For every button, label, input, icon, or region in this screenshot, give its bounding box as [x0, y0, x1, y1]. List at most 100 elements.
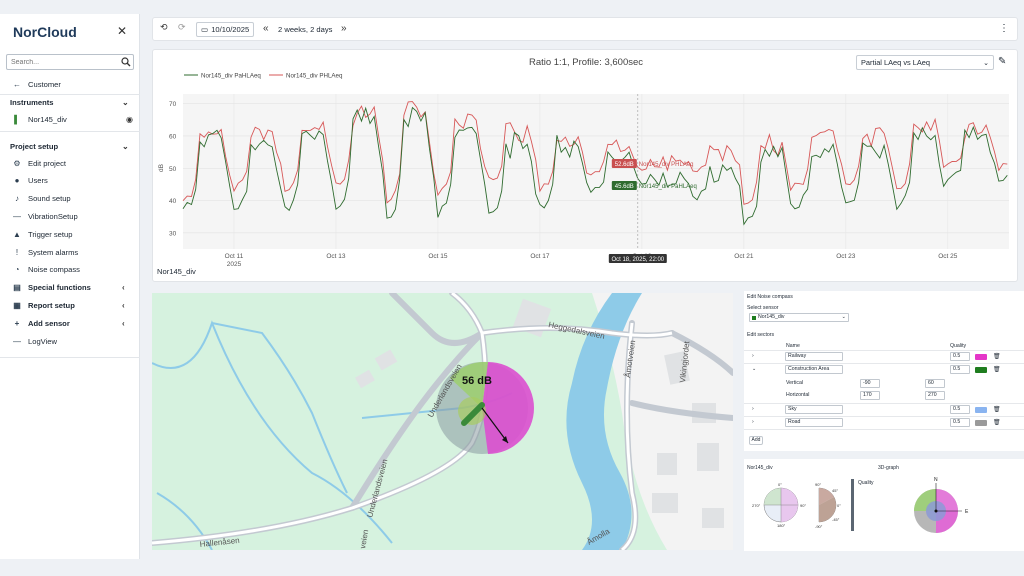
sector-color-swatch[interactable] — [975, 367, 987, 373]
sidebar-item-trigger-setup[interactable]: ▲ Trigger setup — [0, 226, 140, 242]
sector-name-input[interactable]: Road — [785, 418, 843, 427]
sidebar-item-label: System alarms — [28, 247, 79, 257]
sector-color-swatch[interactable] — [975, 354, 987, 360]
sensor-select[interactable]: Nor145_div ⌄ — [749, 313, 849, 322]
chart-mode-select[interactable]: Partial LAeq vs LAeq ⌄ — [856, 55, 994, 70]
sidebar-item-logview[interactable]: — LogView — [0, 333, 140, 349]
trash-icon[interactable]: 🗑 — [993, 420, 1001, 426]
sector-quality-input[interactable]: 0.5 — [950, 418, 970, 427]
section-instruments[interactable]: Instruments ⌄ — [0, 94, 140, 110]
eye-icon[interactable]: ◉ — [126, 114, 133, 124]
street-label: Vikingjordet — [678, 340, 691, 383]
horizontal-from-input[interactable]: 170 — [860, 391, 880, 400]
chevron-right-icon[interactable]: › — [752, 419, 754, 425]
x-tick-label: Oct 23 — [836, 253, 856, 260]
sidebar-item-edit-project[interactable]: ⚙ Edit project — [0, 155, 140, 171]
trash-icon[interactable]: 🗑 — [993, 367, 1001, 373]
compass-tick: -90° — [815, 524, 823, 529]
compass-tick: 0° — [778, 482, 782, 487]
sidebar-item-noise-compass[interactable]: ◔ Noise compass — [0, 262, 140, 278]
x-tick-label: Oct 25 — [938, 253, 958, 260]
sidebar-item-system-alarms[interactable]: ! System alarms — [0, 244, 140, 260]
hover-time: Oct 18, 2025, 22:00 — [611, 257, 664, 263]
series-line-pahlaeq — [182, 106, 1008, 226]
previous-range-icon[interactable]: « — [263, 23, 269, 34]
compass-sector-construction — [450, 361, 488, 408]
sidebar-item-customer[interactable]: ← Customer — [0, 76, 140, 92]
legend-label: Nor145_div PaHLAeq — [201, 73, 261, 80]
compass-preview-svg: 0° 270° 90° 180° 90° 45° 0° -45° -90° N — [752, 477, 969, 533]
chevron-right-icon[interactable]: › — [752, 406, 754, 412]
date-picker[interactable]: ▭ 10/10/2025 — [196, 22, 255, 37]
compass-tick: 270° — [752, 503, 761, 508]
sidebar-item-vibrationsetup[interactable]: — VibrationSetup — [0, 208, 140, 224]
divider — [744, 350, 1024, 351]
search-input[interactable] — [7, 55, 117, 69]
compass-tick: 90° — [815, 482, 821, 487]
brand-title: NorCloud — [13, 24, 77, 40]
sidebar-item-sound-setup[interactable]: ♪ Sound setup — [0, 191, 140, 207]
select-sensor-label: Select sensor — [747, 305, 779, 311]
compass-tick: 90° — [800, 503, 806, 508]
range-label: 2 weeks, 2 days — [278, 25, 333, 34]
sector-quality-input[interactable]: 0.5 — [950, 352, 970, 361]
axis-label-n: N — [934, 477, 938, 483]
undo-icon[interactable]: ⟲ — [160, 22, 168, 32]
legend-label: Nor145_div PHLAeq — [286, 73, 343, 80]
section-project-setup[interactable]: Project setup ⌄ — [0, 138, 140, 154]
more-options-icon[interactable]: ⋮ — [999, 23, 1009, 34]
next-range-icon[interactable]: » — [341, 23, 347, 34]
hover-label-pahl: Nor145_div PaHLAeq — [639, 184, 697, 190]
plus-icon: + — [14, 318, 20, 328]
sector-quality-input[interactable]: 0.5 — [950, 405, 970, 414]
sidebar-item-instrument[interactable]: ▌ Nor145_div ◉ — [0, 111, 140, 127]
noise-compass-editor: Edit Noise compass Select sensor Nor145_… — [744, 291, 1024, 451]
sidebar-item-report-setup[interactable]: ▦ Report setup ‹ — [0, 297, 140, 313]
column-quality: Quality — [950, 343, 967, 349]
sector-color-swatch[interactable] — [975, 420, 987, 426]
sidebar-item-label: Noise compass — [28, 265, 80, 275]
sidebar-item-add-sensor[interactable]: + Add sensor ‹ — [0, 315, 140, 331]
sector-name-input[interactable]: Sky — [785, 405, 843, 414]
redo-icon[interactable]: ⟳ — [178, 22, 186, 32]
sidebar-item-special-functions[interactable]: ▤ Special functions ‹ — [0, 280, 140, 296]
search-box — [6, 54, 134, 70]
compass-tick: 180° — [777, 523, 786, 528]
sector-quality-input[interactable]: 0.5 — [950, 365, 970, 374]
sector-name-input[interactable]: Railway — [785, 352, 843, 361]
trash-icon[interactable]: 🗑 — [993, 407, 1001, 413]
preview-title: Nor145_div — [747, 465, 773, 471]
sidebar-item-users[interactable]: ● Users — [0, 173, 140, 189]
chevron-down-icon[interactable]: ⌄ — [752, 366, 757, 372]
vertical-to-input[interactable]: 60 — [925, 379, 945, 388]
search-icon[interactable] — [121, 57, 131, 67]
chevron-right-icon[interactable]: › — [752, 353, 754, 359]
map-svg: Heggedalsveien Underlandsveien Underland… — [152, 293, 733, 550]
divider — [744, 429, 1024, 430]
add-sector-button[interactable]: Add — [749, 436, 763, 445]
sector-color-swatch[interactable] — [975, 407, 987, 413]
back-arrow-icon: ← — [13, 79, 21, 89]
sensor-marker-icon[interactable] — [461, 402, 485, 426]
close-icon[interactable]: ✕ — [117, 24, 128, 38]
sector-name-input[interactable]: Construction Area — [785, 365, 843, 374]
chart-source-label: Nor145_div — [157, 267, 196, 276]
section-title: Instruments — [10, 97, 54, 107]
sidebar-item-label: LogView — [28, 336, 57, 346]
user-icon: ● — [14, 176, 20, 186]
chevron-down-icon: ⌄ — [122, 97, 129, 107]
vertical-from-input[interactable]: -90 — [860, 379, 880, 388]
edit-icon[interactable]: ✎ — [998, 56, 1007, 67]
trash-icon[interactable]: 🗑 — [993, 354, 1001, 360]
map-panel[interactable]: Heggedalsveien Underlandsveien Underland… — [152, 293, 733, 550]
sidebar-item-label: VibrationSetup — [28, 211, 78, 221]
gear-icon: ⚙ — [13, 158, 21, 168]
horizontal-to-input[interactable]: 270 — [925, 391, 945, 400]
sensor-color-icon — [752, 316, 756, 320]
dash-icon: — — [13, 336, 21, 346]
hover-badge-phl — [611, 159, 637, 168]
compass-preview-panel: Nor145_div 3D-graph Quality 0° 270° 90° … — [744, 459, 1024, 551]
street-label: Hallenåsen — [199, 536, 240, 549]
